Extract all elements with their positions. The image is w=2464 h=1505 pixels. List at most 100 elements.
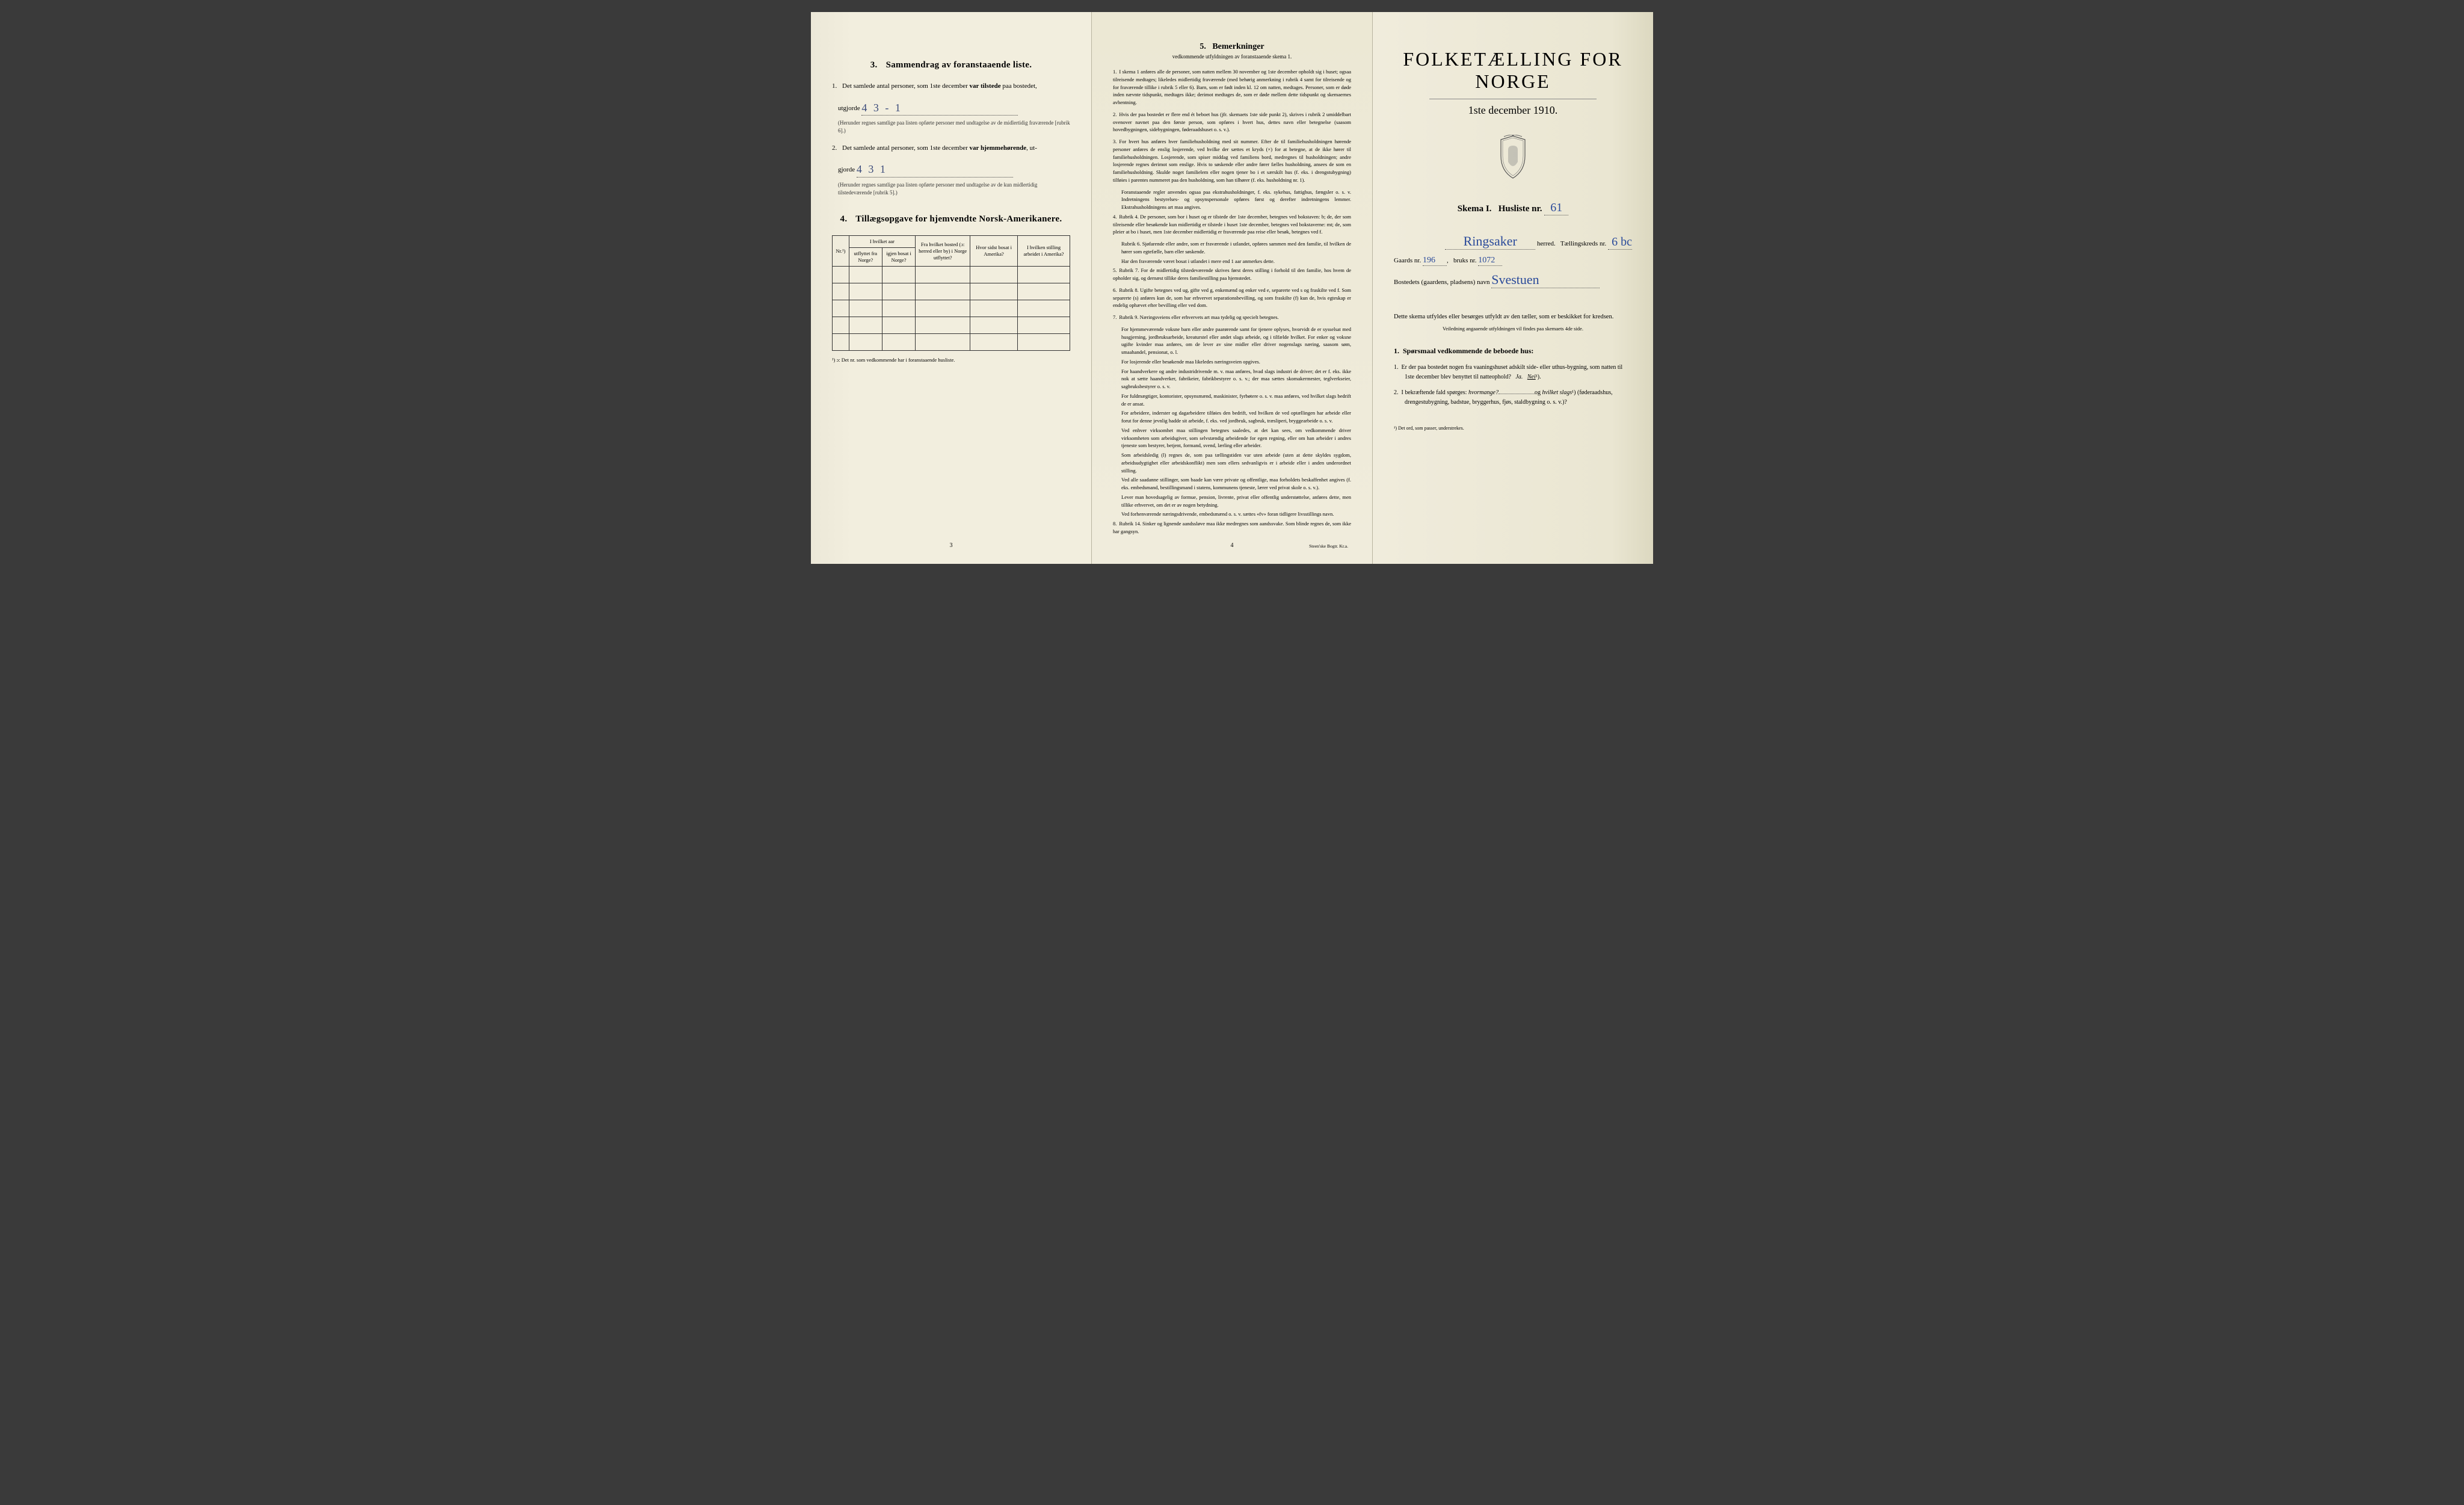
remark-text: For hvert hus anføres hver familiehushol… xyxy=(1113,138,1351,183)
bosted-hw: Svestuen xyxy=(1491,272,1539,287)
th-stilling: I hvilken stilling arbeidet i Amerika? xyxy=(1018,236,1070,267)
amerikanere-table-wrap: Nr.¹) I hvilket aar Fra hvilket bosted (… xyxy=(832,235,1070,351)
remark-num: 2. xyxy=(1113,111,1116,117)
husliste-nr-field: 61 xyxy=(1544,201,1568,215)
remark-num: 7. xyxy=(1113,314,1116,320)
panel-page-4: 5. Bemerkninger vedkommende utfyldningen… xyxy=(1092,12,1373,564)
q2-num: 2. xyxy=(1394,389,1399,396)
remarks-subtitle: vedkommende utfyldningen av foranstaaend… xyxy=(1113,54,1351,60)
remark-sub: Ved enhver virksomhet maa stillingen bet… xyxy=(1121,427,1351,450)
q-heading-text: Spørsmaal vedkommende de beboede hus: xyxy=(1403,347,1533,355)
q1-sup: ¹). xyxy=(1536,374,1541,380)
remark-item: 1.I skema 1 anføres alle de personer, so… xyxy=(1113,68,1351,107)
gaards-nr-field: 196 xyxy=(1423,256,1447,266)
q1-ja: Ja. xyxy=(1515,374,1523,380)
item-1-handwritten: 4 3 - 1 xyxy=(861,102,902,114)
q-heading-num: 1. xyxy=(1394,347,1399,355)
item-2-num: 2. xyxy=(832,144,837,152)
remark-text: Rubrik 14. Sinker og lignende aandssløve… xyxy=(1113,521,1351,534)
remark-sub: Har den fraværende været bosat i utlande… xyxy=(1121,258,1351,265)
table-row xyxy=(833,267,1070,283)
skema-label-b: Husliste nr. xyxy=(1498,204,1542,214)
kreds-label: Tællingskreds nr. xyxy=(1560,240,1606,247)
item-2-text-b: , ut- xyxy=(1026,144,1037,152)
panel-page-1: FOLKETÆLLING FOR NORGE 1ste december 191… xyxy=(1373,12,1653,564)
remark-num: 4. xyxy=(1113,214,1116,220)
section-4-number: 4. xyxy=(840,214,848,224)
section-4-footnote: ¹) ɔ: Det nr. som vedkommende har i fora… xyxy=(832,357,1070,363)
item-1-line2: utgjorde 4 3 - 1 xyxy=(838,98,1070,116)
q1-num: 1. xyxy=(1394,364,1399,371)
remark-item: 2.Hvis der paa bostedet er flere end ét … xyxy=(1113,111,1351,134)
summary-item-1: 1. Det samlede antal personer, som 1ste … xyxy=(832,81,1070,92)
herred-line: Ringsaker herred. Tællingskreds nr. 6 bc xyxy=(1394,233,1632,250)
herred-hw: Ringsaker xyxy=(1464,233,1517,249)
remark-item: 7.Rubrik 9. Næringsveiens eller erhverve… xyxy=(1113,314,1351,321)
item-2-gjorde: gjorde xyxy=(838,166,855,173)
kreds-nr-field: 6 bc xyxy=(1608,235,1632,250)
q2-sup: ¹) xyxy=(1572,389,1575,396)
remark-text: Rubrik 7. For de midlertidig tilstedevær… xyxy=(1113,267,1351,281)
census-date: 1ste december 1910. xyxy=(1394,104,1632,117)
herred-label: herred. xyxy=(1537,240,1556,247)
section-3-title: 3. Sammendrag av foranstaaende liste. xyxy=(832,60,1070,70)
skema-line: Skema I. Husliste nr. 61 xyxy=(1394,201,1632,215)
census-document: 3. Sammendrag av foranstaaende liste. 1.… xyxy=(811,12,1653,564)
table-row xyxy=(833,317,1070,334)
question-1: 1. Er der paa bostedet nogen fra vaaning… xyxy=(1394,363,1632,382)
remarks-number: 5. xyxy=(1200,42,1206,51)
panel-page-3: 3. Sammendrag av foranstaaende liste. 1.… xyxy=(811,12,1092,564)
section-3-number: 3. xyxy=(870,60,878,70)
remark-sub: Lever man hovedsagelig av formue, pensio… xyxy=(1121,493,1351,509)
q1-text: Er der paa bostedet nogen fra vaaningshu… xyxy=(1402,364,1623,380)
remark-sub: For fuldmægtiger, kontorister, opsynsmæn… xyxy=(1121,392,1351,408)
kreds-nr-hw: 6 bc xyxy=(1612,235,1632,249)
gaards-nr-hw: 196 xyxy=(1423,256,1435,265)
husliste-nr-hw: 61 xyxy=(1550,201,1562,214)
item-2-text-a: Det samlede antal personer, som 1ste dec… xyxy=(842,144,970,152)
remark-text: I skema 1 anføres alle de personer, som … xyxy=(1113,69,1351,105)
remark-sub: Ved forhenværende næringsdrivende, embed… xyxy=(1121,510,1351,518)
remark-item: 3.For hvert hus anføres hver familiehush… xyxy=(1113,138,1351,184)
item-2-fill-line: 4 3 1 xyxy=(857,159,1013,178)
remark-num: 6. xyxy=(1113,287,1116,293)
item-1-note: (Herunder regnes samtlige paa listen opf… xyxy=(838,119,1070,134)
instruction: Dette skema utfyldes eller besørges utfy… xyxy=(1394,312,1632,322)
th-aar-header: I hvilket aar xyxy=(849,236,916,248)
remark-item: 5.Rubrik 7. For de midlertidig tilstedev… xyxy=(1113,267,1351,282)
remark-item: 4.Rubrik 4. De personer, som bor i huset… xyxy=(1113,213,1351,236)
remark-sub: For hjemmeværende voksne barn eller andr… xyxy=(1121,326,1351,356)
section-4-title-text: Tillægsopgave for hjemvendte Norsk-Ameri… xyxy=(855,214,1062,224)
section-3-title-text: Sammendrag av foranstaaende liste. xyxy=(886,60,1032,70)
bruks-nr-hw: 1072 xyxy=(1478,256,1495,265)
th-igjen: igjen bosat i Norge? xyxy=(882,248,915,267)
bruks-label: bruks nr. xyxy=(1453,257,1477,264)
table-row xyxy=(833,283,1070,300)
bosted-line: Bostedets (gaardens, pladsens) navn Sves… xyxy=(1394,272,1632,288)
page-number-3: 3 xyxy=(811,542,1091,549)
skema-label-a: Skema I. xyxy=(1458,204,1492,214)
q2-text-a: I bekræftende fald spørges: xyxy=(1402,389,1468,396)
remark-sub: Rubrik 6. Sjøfarende eller andre, som er… xyxy=(1121,240,1351,256)
th-utflyttet: utflyttet fra Norge? xyxy=(849,248,882,267)
question-2: 2. I bekræftende fald spørges: hvormange… xyxy=(1394,388,1632,407)
table-row xyxy=(833,300,1070,317)
bosted-label: Bostedets (gaardens, pladsens) navn xyxy=(1394,279,1489,286)
instruction-small: Veiledning angaaende utfyldningen vil fi… xyxy=(1394,326,1632,332)
remark-text: Rubrik 8. Ugifte betegnes ved ug, gifte … xyxy=(1113,287,1351,309)
bosted-field: Svestuen xyxy=(1491,272,1600,288)
remarks-title-text: Bemerkninger xyxy=(1212,42,1264,51)
remark-item: 6.Rubrik 8. Ugifte betegnes ved ug, gift… xyxy=(1113,286,1351,309)
remark-text: Hvis der paa bostedet er flere end ét be… xyxy=(1113,111,1351,133)
remarks-container: 1.I skema 1 anføres alle de personer, so… xyxy=(1113,68,1351,536)
section-4-title: 4. Tillægsopgave for hjemvendte Norsk-Am… xyxy=(832,214,1070,224)
remark-sub: Foranstaaende regler anvendes ogsaa paa … xyxy=(1121,188,1351,211)
item-1-num: 1. xyxy=(832,82,837,90)
coat-of-arms xyxy=(1394,135,1632,183)
remark-sub: For losjerende eller besøkende maa likel… xyxy=(1121,358,1351,366)
q1-nei: Nei xyxy=(1527,374,1536,380)
remark-text: Rubrik 9. Næringsveiens eller erhvervets… xyxy=(1119,314,1278,320)
item-1-bold: var tilstede xyxy=(970,82,1001,90)
main-title: FOLKETÆLLING FOR NORGE xyxy=(1394,48,1632,93)
remark-sub: For haandverkere og andre industridriven… xyxy=(1121,368,1351,391)
